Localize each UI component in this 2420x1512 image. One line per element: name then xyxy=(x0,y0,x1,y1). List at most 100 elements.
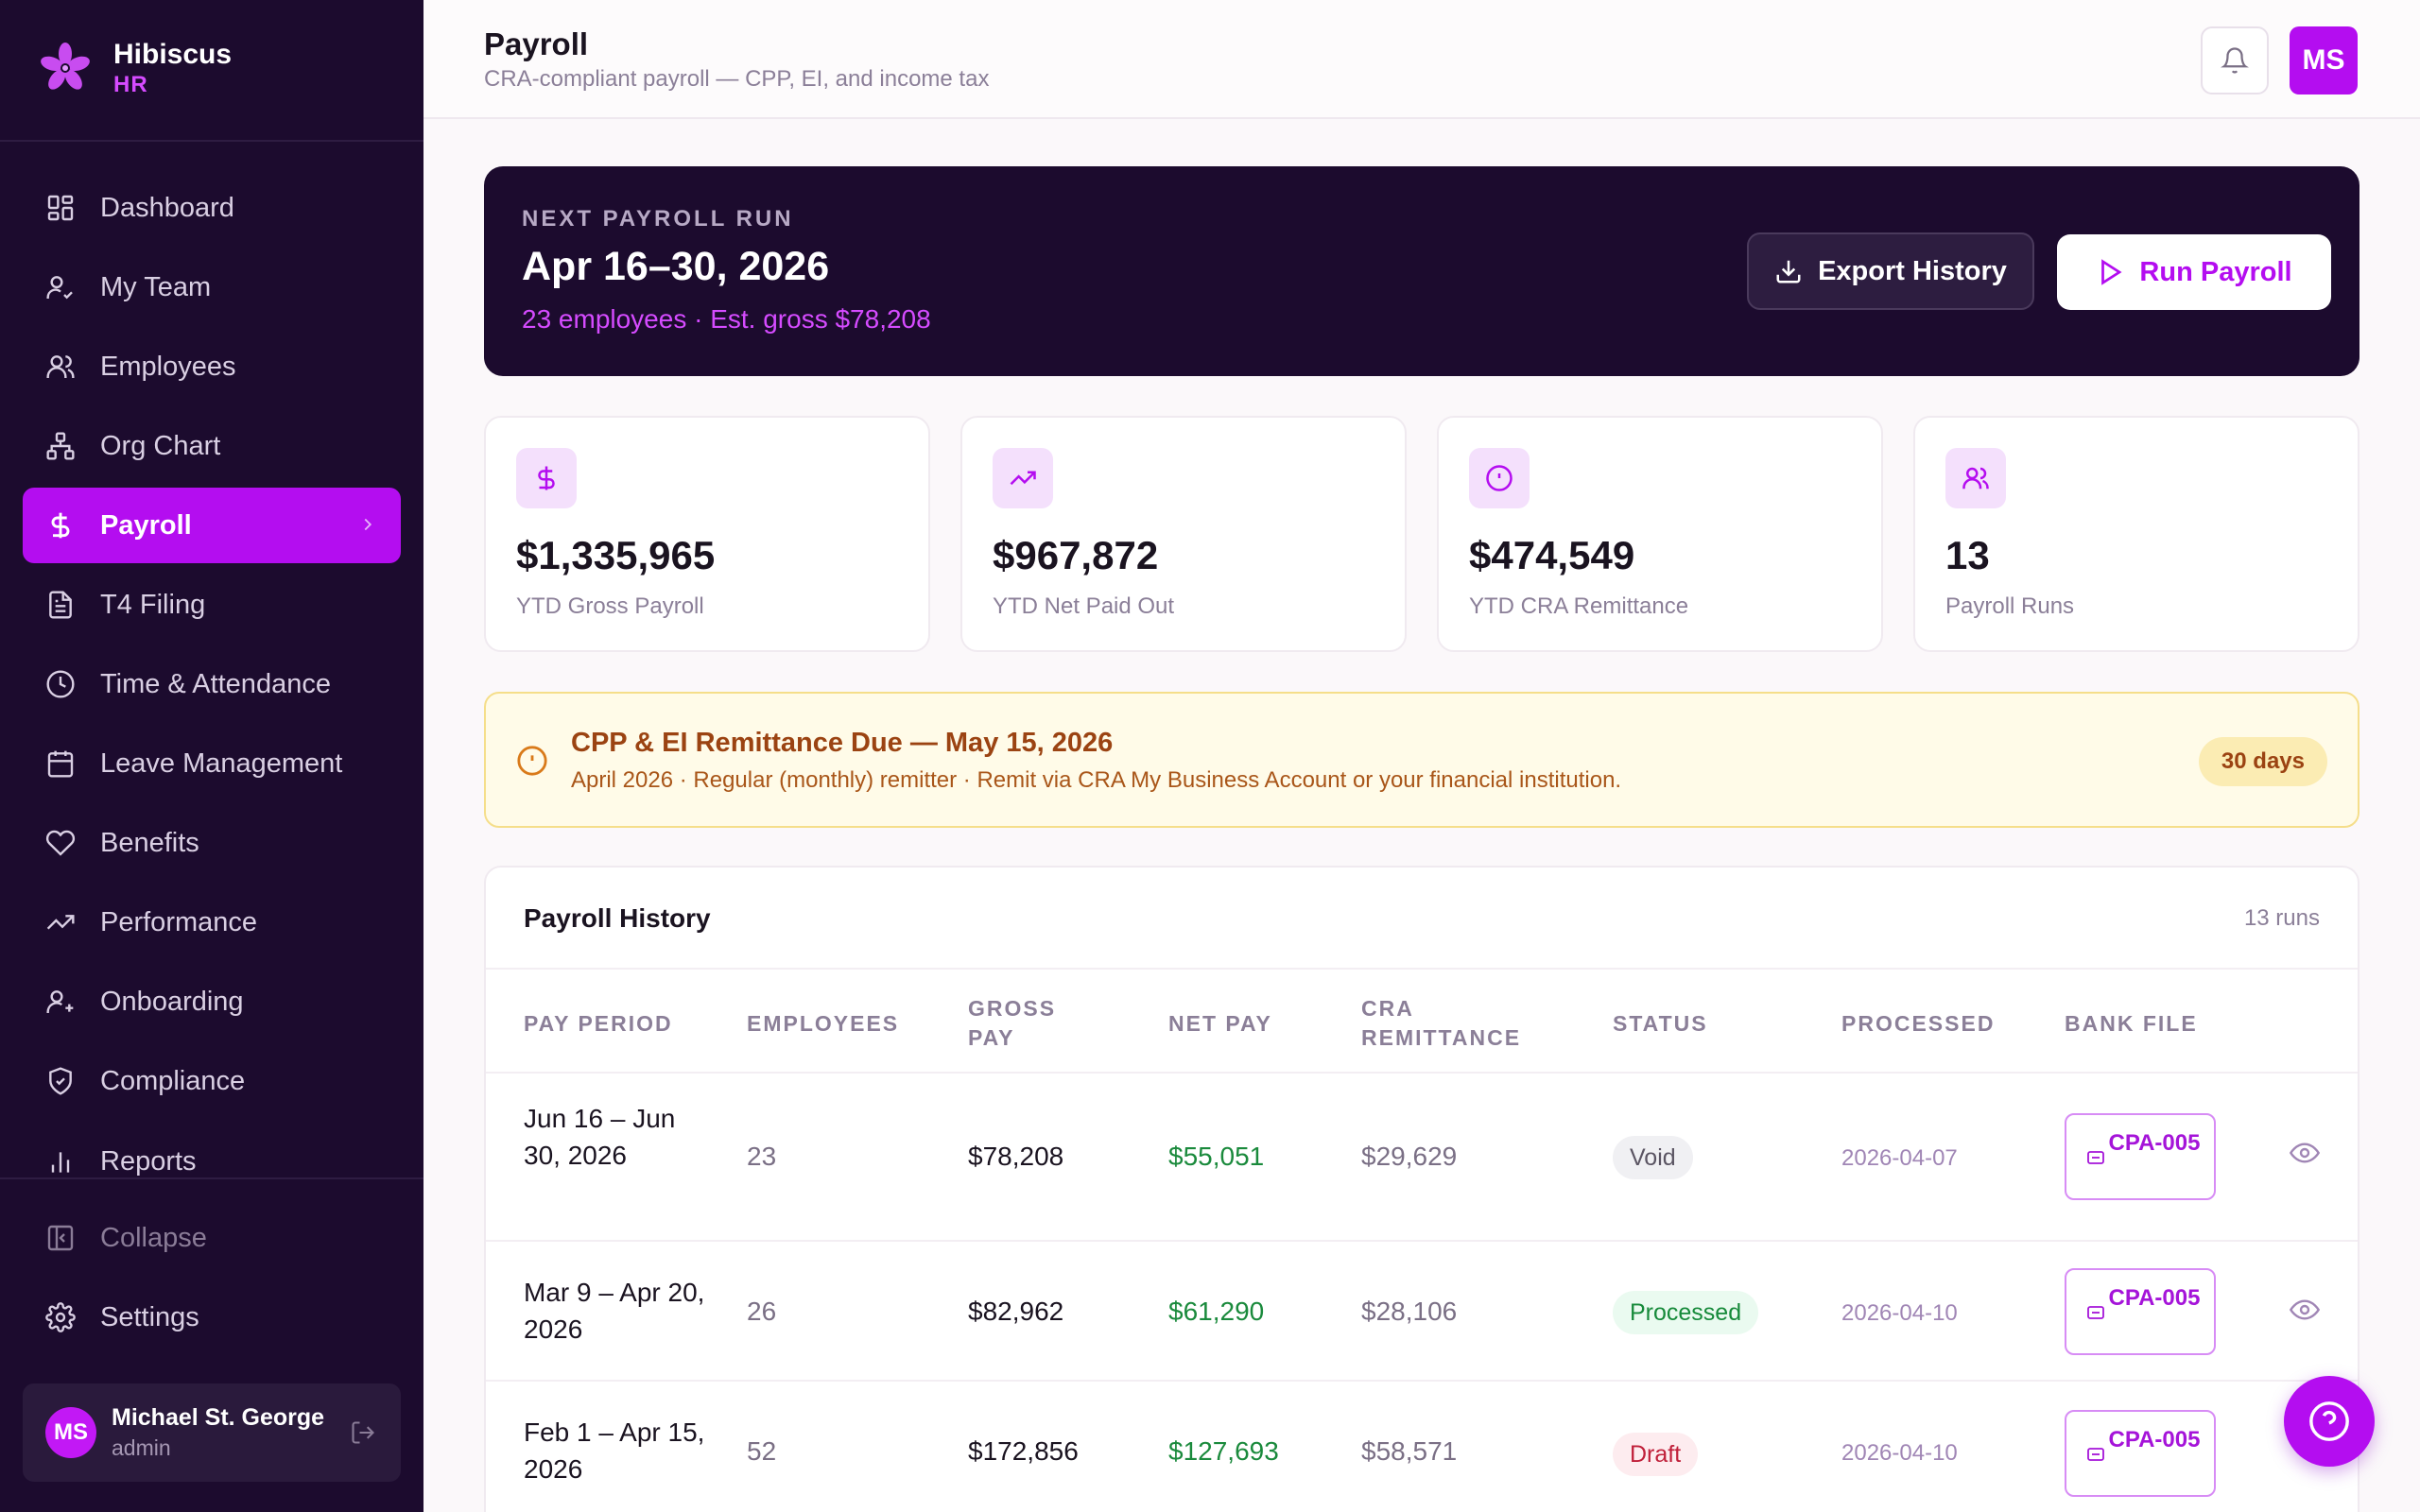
sidebar: Hibiscus HR Dashboard My Team Employees … xyxy=(0,0,424,1512)
payroll-history-card: Payroll History 13 runs PAY PERIOD EMPLO… xyxy=(484,866,2360,1512)
bank-file-button[interactable]: CPA-005 xyxy=(2065,1410,2216,1497)
user-role: admin xyxy=(112,1435,171,1460)
trend-up-icon xyxy=(1010,471,1036,486)
sidebar-item-org-chart[interactable]: Org Chart xyxy=(23,408,401,484)
user-card[interactable]: MS Michael St. George admin xyxy=(23,1383,401,1482)
export-history-button[interactable]: Export History xyxy=(1747,232,2034,310)
cell-processed: 2026-04-07 xyxy=(1841,1145,1958,1171)
table-header: PAY PERIOD EMPLOYEES GROSS PAY NET PAY C… xyxy=(486,968,2358,1074)
table-row[interactable]: Mar 9 – Apr 20, 2026 26 $82,962 $61,290 … xyxy=(486,1242,2358,1382)
sidebar-item-compliance[interactable]: Compliance xyxy=(23,1043,401,1119)
help-circle-icon xyxy=(2309,1401,2349,1441)
cell-employees: 23 xyxy=(747,1142,777,1171)
sidebar-item-my-team[interactable]: My Team xyxy=(23,249,401,325)
cell-pay-period: Jun 16 – Jun 30, 2026 xyxy=(524,1104,676,1170)
header-avatar[interactable]: MS xyxy=(2290,26,2358,94)
view-eye-icon[interactable] xyxy=(2290,1295,2320,1325)
table-row[interactable]: Jun 16 – Jun 30, 2026 23 $78,208 $55,051… xyxy=(486,1074,2358,1242)
column-header-gross-pay[interactable]: GROSS PAY xyxy=(968,996,1057,1050)
bell-icon xyxy=(2221,47,2249,74)
calendar-icon xyxy=(47,750,74,778)
user-check-icon xyxy=(46,276,73,300)
sidebar-item-payroll[interactable]: Payroll xyxy=(23,488,401,563)
notifications-button[interactable] xyxy=(2201,26,2269,94)
bank-file-label: CPA-005 xyxy=(2108,1285,2201,1311)
file-icon xyxy=(2087,1151,2104,1164)
days-remaining-badge: 30 days xyxy=(2198,737,2327,786)
column-header-employees[interactable]: EMPLOYEES xyxy=(747,1011,900,1036)
brand[interactable]: Hibiscus HR xyxy=(38,38,232,98)
chevron-right-icon xyxy=(364,518,372,531)
user-avatar: MS xyxy=(45,1407,96,1458)
cell-processed: 2026-04-10 xyxy=(1841,1440,1958,1466)
page-subtitle: CRA-compliant payroll — CPP, EI, and inc… xyxy=(484,66,990,92)
view-eye-icon[interactable] xyxy=(2290,1138,2320,1168)
sidebar-item-t4-filing[interactable]: T4 Filing xyxy=(23,567,401,643)
column-header-processed[interactable]: PROCESSED xyxy=(1841,1011,1996,1036)
trend-up-icon xyxy=(46,915,75,930)
user-plus-icon xyxy=(46,990,74,1013)
next-payroll-card: NEXT PAYROLL RUN Apr 16–30, 2026 23 empl… xyxy=(484,166,2360,376)
sidebar-item-dashboard[interactable]: Dashboard xyxy=(23,170,401,246)
sidebar-item-settings[interactable]: Settings xyxy=(23,1280,401,1355)
logout-icon[interactable] xyxy=(350,1419,376,1446)
status-badge: Draft xyxy=(1613,1433,1699,1476)
gear-icon xyxy=(45,1302,76,1332)
help-button[interactable] xyxy=(2284,1376,2375,1467)
column-header-net-pay[interactable]: NET PAY xyxy=(1168,1011,1272,1036)
bank-file-button[interactable]: CPA-005 xyxy=(2065,1113,2216,1200)
column-header-cra-remittance[interactable]: CRA REMITTANCE xyxy=(1361,996,1522,1050)
stat-icon-wrap xyxy=(1469,448,1530,508)
column-header-pay-period[interactable]: PAY PERIOD xyxy=(524,1011,673,1036)
sidebar-item-label: Employees xyxy=(100,351,236,382)
run-payroll-label: Run Payroll xyxy=(2139,256,2292,287)
sidebar-bottom: Collapse Settings xyxy=(23,1200,401,1359)
cell-gross-pay: $82,962 xyxy=(968,1297,1064,1326)
sidebar-item-benefits[interactable]: Benefits xyxy=(23,805,401,881)
sidebar-item-label: Compliance xyxy=(100,1065,246,1096)
next-payroll-summary: 23 employees · Est. gross $78,208 xyxy=(522,304,931,334)
sidebar-item-leave-management[interactable]: Leave Management xyxy=(23,726,401,801)
stat-label: YTD CRA Remittance xyxy=(1469,593,1689,619)
bank-file-button[interactable]: CPA-005 xyxy=(2065,1268,2216,1355)
download-icon xyxy=(1776,260,1801,284)
stat-card-payroll-runs: 13 Payroll Runs xyxy=(1913,416,2360,652)
cell-net-pay: $61,290 xyxy=(1168,1297,1265,1326)
cell-gross-pay: $78,208 xyxy=(968,1142,1064,1171)
hibiscus-logo-icon xyxy=(41,43,90,90)
payroll-history-title: Payroll History xyxy=(524,903,711,933)
column-header-status[interactable]: STATUS xyxy=(1613,1011,1708,1036)
clock-icon xyxy=(46,670,75,698)
sidebar-item-label: Payroll xyxy=(100,509,192,541)
next-payroll-label: NEXT PAYROLL RUN xyxy=(522,206,794,232)
cell-gross-pay: $172,856 xyxy=(968,1436,1079,1466)
export-history-label: Export History xyxy=(1818,255,2007,286)
stat-card-ytd-net: $967,872 YTD Net Paid Out xyxy=(960,416,1407,652)
sidebar-item-onboarding[interactable]: Onboarding xyxy=(23,964,401,1040)
sidebar-divider-bottom xyxy=(0,1177,424,1179)
grid-icon xyxy=(47,195,74,221)
cell-employees: 26 xyxy=(747,1297,777,1326)
sidebar-item-time-attendance[interactable]: Time & Attendance xyxy=(23,646,401,722)
remittance-alert: CPP & EI Remittance Due — May 15, 2026 A… xyxy=(484,692,2360,828)
table-row[interactable]: Feb 1 – Apr 15, 2026 52 $172,856 $127,69… xyxy=(486,1382,2358,1512)
collapse-button[interactable]: Collapse xyxy=(23,1200,401,1276)
cell-cra-remittance: $28,106 xyxy=(1361,1297,1458,1326)
sidebar-item-label: T4 Filing xyxy=(100,589,206,620)
sidebar-item-performance[interactable]: Performance xyxy=(23,885,401,960)
sidebar-item-label: Org Chart xyxy=(100,430,221,461)
run-payroll-button[interactable]: Run Payroll xyxy=(2057,234,2331,310)
stat-value: $967,872 xyxy=(993,533,1159,577)
heart-icon xyxy=(45,830,76,856)
sidebar-item-employees[interactable]: Employees xyxy=(23,329,401,404)
sidebar-item-label: My Team xyxy=(100,271,212,302)
column-header-bank-file[interactable]: BANK FILE xyxy=(2065,1011,2198,1036)
stat-icon-wrap xyxy=(993,448,1053,508)
users-icon xyxy=(1962,467,1989,490)
org-chart-icon xyxy=(46,432,75,460)
alert-title: CPP & EI Remittance Due — May 15, 2026 xyxy=(571,728,1114,758)
sidebar-item-reports[interactable]: Reports xyxy=(23,1123,401,1179)
stat-label: YTD Net Paid Out xyxy=(993,593,1175,619)
user-name: Michael St. George xyxy=(112,1404,325,1431)
page-title: Payroll xyxy=(484,26,589,61)
